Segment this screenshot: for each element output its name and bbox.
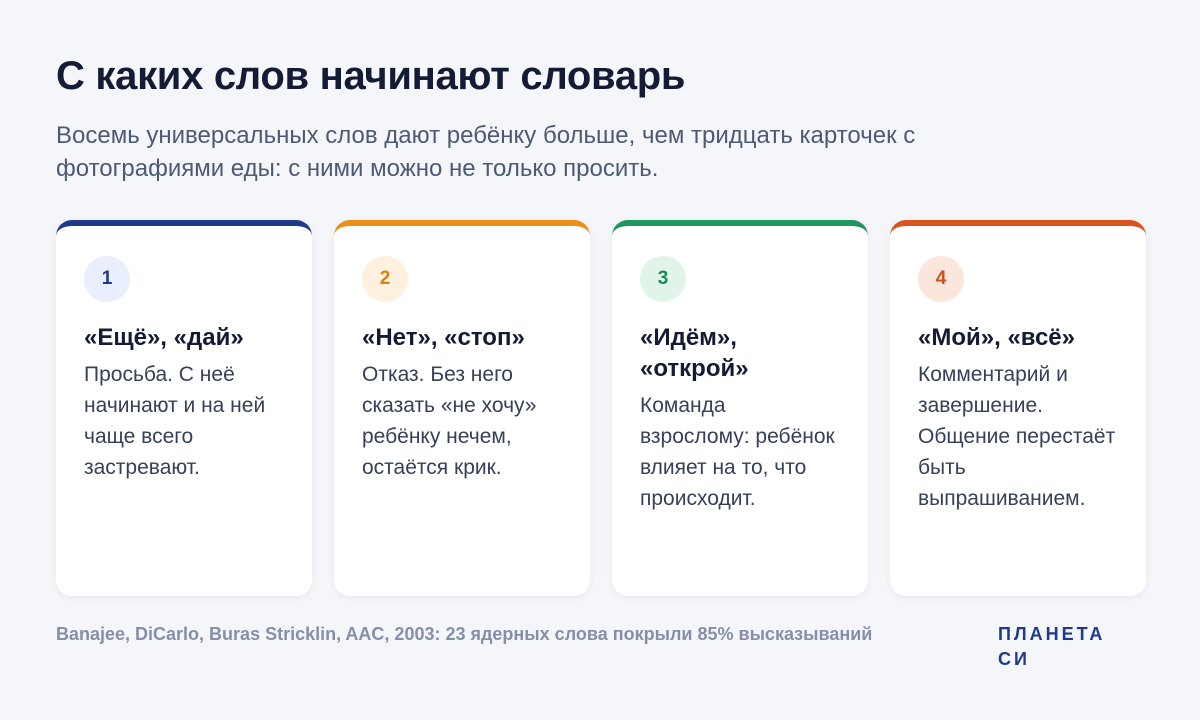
card-text: Просьба. С неё начинают и на ней чаще вс… xyxy=(84,363,266,479)
card-number-badge: 4 xyxy=(918,256,964,302)
card-number-badge: 1 xyxy=(84,256,130,302)
word-card-2: 2 «Нет», «стоп» Отказ. Без него сказать … xyxy=(334,220,590,596)
card-number-badge: 2 xyxy=(362,256,408,302)
page-subtitle: Восемь универсальных слов дают ребёнку б… xyxy=(56,122,916,182)
page-title: С каких слов начинают словарь xyxy=(56,54,686,98)
word-card-1: 1 «Ещё», «дай» Просьба. С неё начинают и… xyxy=(56,220,312,596)
word-card-4: 4 «Мой», «всё» Комментарий и завершение.… xyxy=(890,220,1146,596)
card-text: Отказ. Без него сказать «не хочу» ребёнк… xyxy=(362,363,537,479)
card-number-badge: 3 xyxy=(640,256,686,302)
source-note: Banajee, DiCarlo, Buras Stricklin, AAC, … xyxy=(56,624,873,644)
card-title: «Ещё», «дай» xyxy=(84,324,244,351)
brand-logo: ПЛАНЕТА СИ xyxy=(998,624,1106,669)
card-text: Комментарий и завершение. Общение перест… xyxy=(918,363,1116,510)
card-title: «Идём», «открой» xyxy=(640,324,749,382)
card-title: «Нет», «стоп» xyxy=(362,324,525,351)
word-cards: 1 «Ещё», «дай» Просьба. С неё начинают и… xyxy=(56,220,1146,596)
card-text: Команда взрослому: ребёнок влияет на то,… xyxy=(640,394,835,510)
card-title: «Мой», «всё» xyxy=(918,324,1075,351)
word-card-3: 3 «Идём», «открой» Команда взрослому: ре… xyxy=(612,220,868,596)
